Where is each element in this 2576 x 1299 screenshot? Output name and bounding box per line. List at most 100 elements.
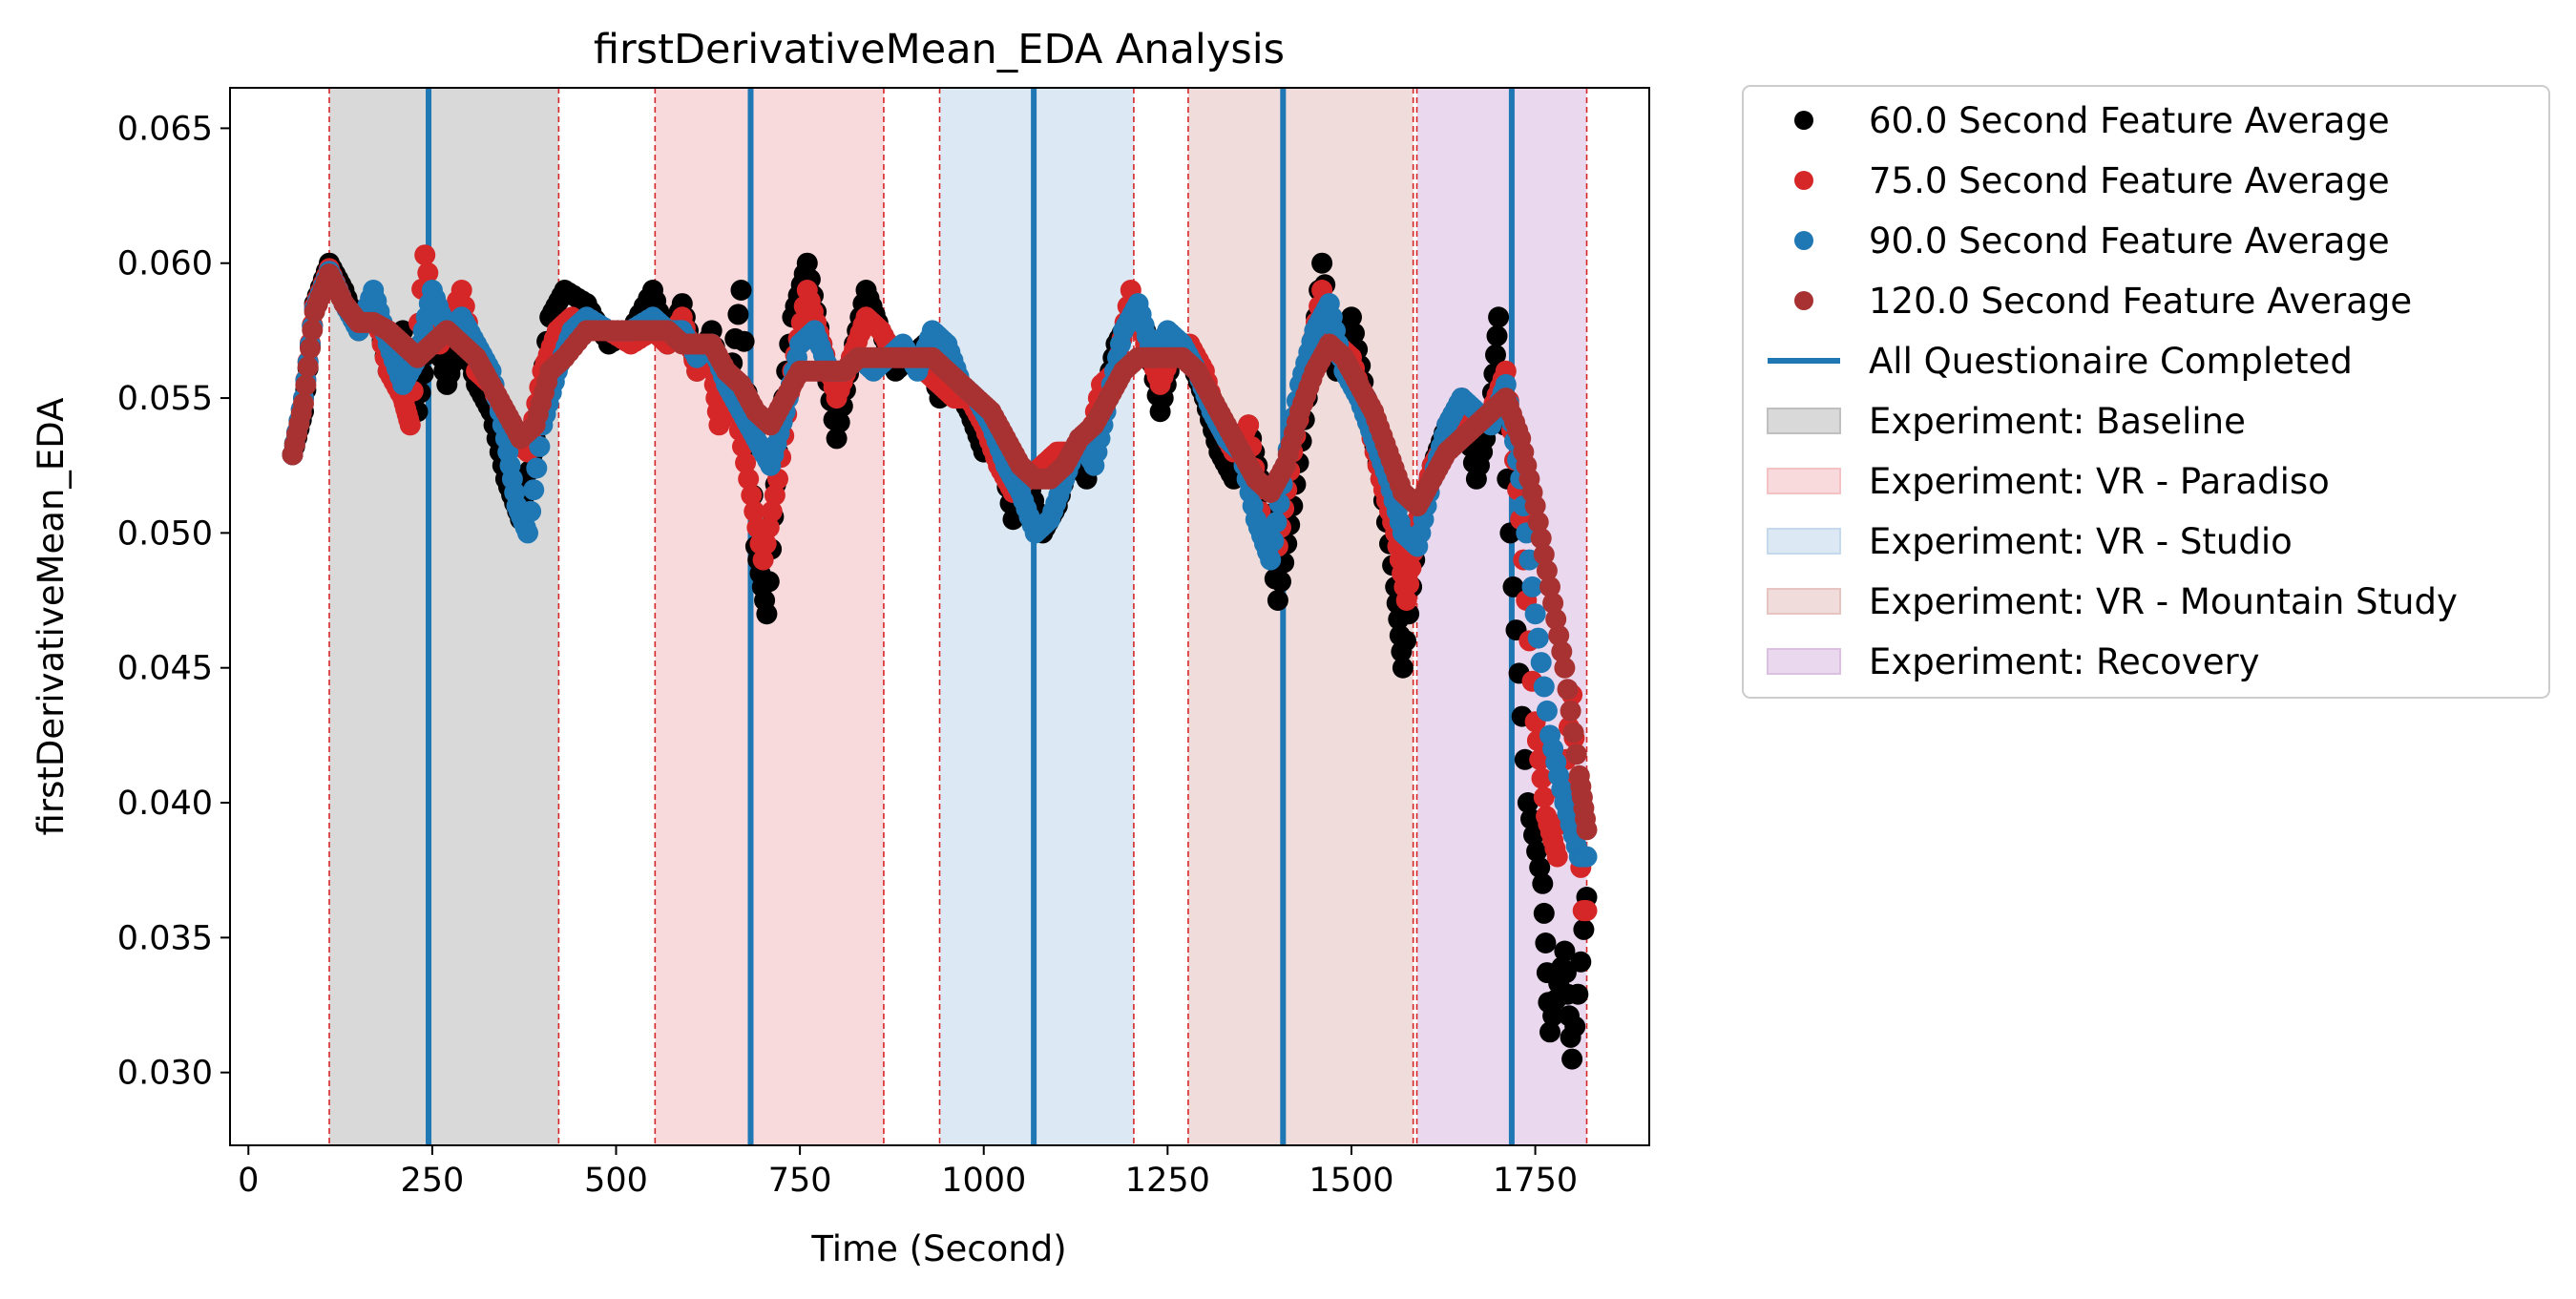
span-3 (1187, 88, 1414, 1145)
series-3 (282, 263, 1598, 841)
point (738, 468, 760, 490)
point (735, 451, 757, 473)
point (1576, 819, 1598, 841)
legend-item-1: 75.0 Second Feature Average (1794, 160, 2390, 201)
x-tick-label: 250 (400, 1162, 464, 1200)
point (1576, 846, 1598, 868)
point (1576, 900, 1598, 922)
point (1502, 576, 1524, 597)
point (302, 319, 324, 341)
point (1270, 571, 1291, 593)
point (414, 244, 436, 266)
point (1535, 932, 1557, 953)
point (1542, 1005, 1564, 1027)
point (1392, 657, 1414, 679)
legend-patch (1767, 408, 1841, 434)
point (743, 500, 765, 522)
point (295, 374, 317, 396)
series-layer (282, 244, 1598, 1070)
point (399, 414, 421, 436)
point (1524, 603, 1546, 625)
point (529, 435, 551, 457)
point (293, 392, 314, 414)
point (1570, 951, 1592, 973)
legend-item-2: 90.0 Second Feature Average (1794, 220, 2390, 262)
point (733, 330, 755, 352)
point (523, 479, 545, 501)
legend-label: 60.0 Second Feature Average (1869, 100, 2390, 141)
point (1529, 856, 1551, 878)
y-tick-label: 0.065 (117, 110, 213, 148)
point (1526, 840, 1548, 862)
point (756, 603, 778, 625)
legend-item-4: All Questionaire Completed (1768, 341, 2353, 382)
legend-item-5: Experiment: Baseline (1767, 401, 2246, 442)
point (1545, 608, 1567, 630)
y-tick-label: 0.055 (117, 380, 213, 418)
legend-label: All Questionaire Completed (1869, 341, 2353, 382)
y-axis-label: firstDerivativeMean_EDA (31, 398, 72, 836)
legend-marker (1794, 111, 1813, 130)
span-0 (329, 88, 559, 1145)
point (1395, 630, 1416, 652)
point (1555, 962, 1577, 984)
point (1542, 592, 1564, 614)
point (297, 356, 319, 378)
point (1554, 940, 1576, 962)
point (1536, 559, 1558, 581)
legend-item-9: Experiment: Recovery (1767, 641, 2260, 682)
point (450, 280, 472, 301)
point (1561, 1048, 1583, 1070)
point (526, 457, 548, 479)
legend-patch (1767, 528, 1841, 555)
point (752, 549, 774, 571)
legend-label: Experiment: VR - Studio (1869, 521, 2293, 562)
point (1533, 544, 1555, 565)
point (1395, 590, 1417, 611)
point (1536, 700, 1558, 722)
x-tick-label: 1500 (1309, 1162, 1393, 1200)
point (1530, 528, 1552, 549)
point (1266, 512, 1288, 534)
point (1551, 640, 1573, 662)
point (1260, 549, 1282, 571)
point (1533, 786, 1555, 808)
point (1524, 495, 1546, 517)
point (1546, 846, 1568, 868)
point (1311, 252, 1333, 274)
point (1539, 576, 1560, 597)
y-tick-label: 0.050 (117, 514, 213, 553)
x-tick-label: 1000 (941, 1162, 1026, 1200)
point (1398, 574, 1420, 596)
point (826, 428, 848, 450)
plot-frame (229, 87, 1650, 1146)
y-tick-label: 0.060 (117, 245, 213, 283)
legend-frame (1742, 85, 2550, 699)
point (520, 500, 542, 522)
point (1565, 744, 1587, 765)
point (1560, 700, 1581, 722)
legend-label: 75.0 Second Feature Average (1869, 160, 2390, 201)
legend-item-0: 60.0 Second Feature Average (1794, 100, 2390, 141)
legend-label: Experiment: VR - Paradiso (1869, 461, 2330, 502)
point (1539, 1021, 1560, 1043)
y-tick-label: 0.040 (117, 785, 213, 823)
legend-label: Experiment: Baseline (1869, 401, 2246, 442)
y-axis: 0.030 0.035 0.040 0.045 0.050 0.055 0.060 0.065 (117, 110, 230, 1093)
point (1554, 657, 1576, 679)
legend-item-7: Experiment: VR - Studio (1767, 521, 2293, 562)
legend: 60.0 Second Feature Average 75.0 Second F… (1742, 85, 2550, 699)
point (1521, 576, 1543, 597)
plot-area (282, 88, 1598, 1145)
legend-patch (1767, 648, 1841, 675)
point (796, 252, 818, 274)
point (300, 338, 321, 359)
span-2 (939, 88, 1134, 1145)
point (1400, 557, 1422, 579)
point (1341, 306, 1362, 328)
legend-marker (1794, 291, 1813, 310)
x-axis-label: Time (Second) (810, 1228, 1066, 1269)
chart-title: firstDerivativeMean_EDA Analysis (594, 26, 1285, 73)
point (1514, 748, 1536, 770)
